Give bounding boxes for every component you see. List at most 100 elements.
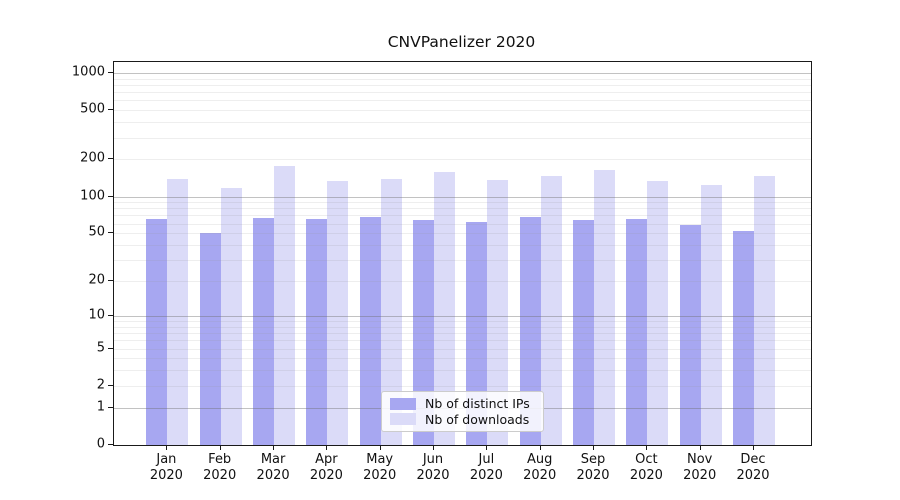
x-tick-mark: [273, 445, 275, 450]
y-tick-mark: [108, 314, 113, 316]
minor-gridline: [114, 208, 811, 210]
y-tick-label: 200: [80, 150, 105, 166]
y-tick-mark: [108, 109, 113, 111]
x-tick-month: Oct: [635, 452, 658, 467]
x-tick-mark: [539, 445, 541, 450]
x-tick-mark: [379, 445, 381, 450]
x-tick-month: Jul: [478, 452, 495, 467]
y-tick-label: 1: [96, 399, 105, 415]
x-tick-label-jan: Jan 2020: [150, 452, 183, 484]
x-tick-label-nov: Nov 2020: [683, 452, 716, 484]
x-tick-year: 2020: [309, 468, 343, 483]
minor-gridline: [114, 281, 811, 282]
x-tick-month: May: [366, 452, 394, 467]
x-tick-year: 2020: [629, 468, 663, 483]
y-tick-label: 500: [80, 101, 105, 117]
bar-distinct-ips-apr: [306, 218, 328, 445]
x-tick-month: Feb: [208, 452, 232, 467]
minor-gridline: [114, 159, 811, 161]
x-tick-month: Aug: [526, 452, 553, 467]
x-tick-label-apr: Apr 2020: [310, 452, 343, 484]
bar-distinct-ips-may: [359, 217, 381, 445]
x-tick-year: 2020: [416, 468, 450, 483]
minor-gridline: [114, 137, 811, 139]
bar-distinct-ips-jan: [146, 219, 168, 445]
minor-gridline: [114, 110, 811, 112]
legend-row: Nb of distinct IPs: [390, 396, 535, 412]
y-tick-mark: [108, 347, 113, 349]
legend: Nb of distinct IPs Nb of downloads: [381, 391, 544, 432]
bar-downloads-sep: [594, 170, 615, 445]
x-tick-month: Jun: [422, 452, 444, 467]
bar-downloads-aug: [540, 176, 562, 445]
y-tick-label: 1000: [71, 64, 105, 80]
x-tick-mark: [326, 445, 328, 450]
plot-canvas: [114, 62, 811, 445]
minor-gridline: [114, 223, 811, 225]
bar-distinct-ips-oct: [626, 218, 648, 445]
y-tick-label: 0: [96, 436, 105, 452]
x-tick-label-mar: Mar 2020: [257, 452, 290, 484]
minor-gridline: [114, 215, 811, 217]
bar-downloads-oct: [647, 180, 669, 445]
x-tick-year: 2020: [363, 468, 397, 483]
x-tick-year: 2020: [736, 468, 770, 483]
x-tick-month: Mar: [260, 452, 286, 467]
bar-distinct-ips-jun: [413, 220, 434, 445]
chart-title: CNVPanelizer 2020: [387, 33, 536, 51]
bar-downloads-jun: [434, 172, 455, 445]
y-tick-mark: [108, 280, 113, 281]
y-tick-mark: [108, 195, 113, 197]
x-tick-label-jul: Jul 2020: [470, 452, 503, 484]
x-tick-month: Jan: [156, 452, 177, 467]
y-tick-label: 50: [88, 224, 105, 240]
x-tick-mark: [166, 445, 168, 450]
x-tick-mark: [699, 445, 701, 450]
x-tick-label-feb: Feb 2020: [203, 452, 236, 484]
legend-label-distinct-ips: Nb of distinct IPs: [425, 396, 530, 412]
minor-gridline: [114, 122, 811, 124]
minor-gridline: [114, 78, 811, 80]
bar-distinct-ips-jul: [466, 221, 488, 445]
minor-gridline: [114, 233, 811, 235]
minor-gridline: [114, 358, 811, 360]
x-tick-month: Sep: [580, 452, 606, 467]
major-gridline: [114, 72, 811, 74]
minor-gridline: [114, 100, 811, 102]
minor-gridline: [114, 326, 811, 328]
x-tick-mark: [593, 445, 594, 450]
bar-distinct-ips-sep: [573, 220, 594, 445]
legend-row: Nb of downloads: [390, 412, 535, 428]
major-gridline: [114, 196, 811, 198]
y-tick-mark: [108, 384, 113, 386]
x-tick-mark: [219, 445, 221, 450]
x-tick-label-may: May 2020: [363, 452, 396, 484]
x-tick-label-dec: Dec 2020: [736, 452, 769, 484]
y-tick-mark: [108, 406, 113, 408]
x-tick-mark: [646, 445, 648, 450]
x-tick-month: Dec: [740, 452, 766, 467]
bar-downloads-nov: [700, 185, 722, 445]
x-tick-mark: [753, 445, 754, 450]
bar-distinct-ips-aug: [519, 217, 541, 445]
x-tick-year: 2020: [523, 468, 557, 483]
x-tick-year: 2020: [683, 468, 717, 483]
x-tick-label-sep: Sep 2020: [576, 452, 609, 484]
y-tick-label: 20: [88, 272, 105, 288]
x-tick-year: 2020: [469, 468, 503, 483]
downloads-swatch: [390, 413, 416, 426]
bar-distinct-ips-dec: [733, 231, 754, 445]
minor-gridline: [114, 340, 811, 342]
minor-gridline: [114, 321, 811, 322]
bar-downloads-may: [380, 179, 402, 445]
minor-gridline: [114, 245, 811, 246]
bar-downloads-apr: [327, 181, 349, 445]
minor-gridline: [114, 333, 811, 334]
bar-downloads-jan: [167, 179, 189, 445]
bar-distinct-ips-nov: [679, 225, 701, 445]
major-gridline: [114, 315, 811, 317]
y-tick-label: 5: [96, 340, 105, 355]
bar-distinct-ips-feb: [199, 233, 221, 445]
y-tick-mark: [108, 71, 113, 73]
